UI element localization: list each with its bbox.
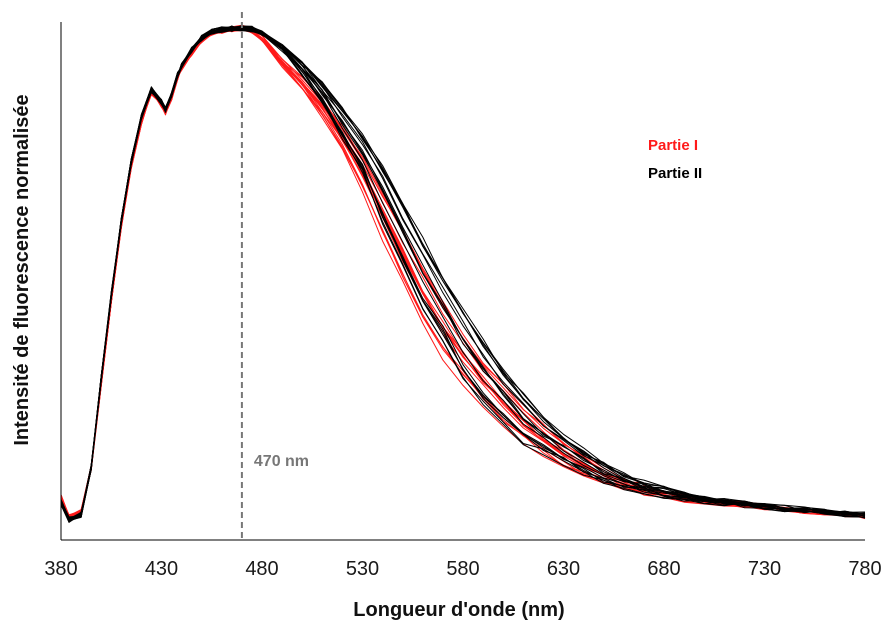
series-line-partie-ii-3 (60, 26, 866, 523)
series-line-partie-ii-4 (60, 26, 866, 518)
x-tick-label-780: 780 (848, 558, 881, 580)
series-line-partie-i-4 (60, 25, 866, 517)
series-line-partie-i-3 (60, 26, 866, 520)
series-line-partie-ii-7 (60, 25, 866, 522)
x-axis-title: Longueur d'onde (nm) (353, 599, 564, 621)
series-line-partie-i-14 (60, 27, 866, 518)
series-line-partie-ii-1 (60, 26, 866, 518)
series-line-partie-ii-15 (60, 26, 866, 519)
series-line-partie-i-5 (60, 29, 866, 519)
x-tick-label-480: 480 (245, 558, 278, 580)
series-line-partie-ii-5 (60, 25, 866, 523)
series-line-partie-ii-16 (60, 28, 865, 520)
series-line-partie-ii-2 (60, 26, 866, 521)
series-line-partie-ii-14 (60, 26, 866, 523)
series-line-partie-i-8 (60, 26, 866, 516)
series-line-partie-ii-13 (60, 26, 866, 520)
series-line-partie-ii-10 (60, 26, 866, 519)
x-tick-label-430: 430 (145, 558, 178, 580)
series-line-partie-i-7 (60, 27, 866, 518)
series-line-partie-ii-11 (60, 27, 866, 521)
series-line-partie-ii-9 (60, 25, 866, 521)
series-line-partie-ii-18 (60, 25, 866, 522)
curves-group (60, 24, 866, 523)
x-tick-label-730: 730 (748, 558, 781, 580)
x-tick-label-630: 630 (547, 558, 580, 580)
series-line-partie-i-11 (60, 27, 866, 518)
legend-item-partie-i: Partie I (648, 137, 698, 154)
legend: Partie I Partie II (648, 137, 702, 182)
series-line-partie-ii-12 (60, 27, 866, 521)
series-line-partie-ii-17 (60, 28, 866, 519)
series-line-partie-i-9 (60, 27, 866, 520)
series-line-partie-i-10 (60, 28, 866, 518)
legend-item-partie-ii: Partie II (648, 165, 702, 182)
series-line-partie-i-6 (60, 29, 866, 519)
series-line-partie-i-12 (60, 25, 866, 520)
x-tick-label-380: 380 (44, 558, 77, 580)
y-axis-title: Intensité de fluorescence normalisée (11, 94, 33, 445)
series-line-partie-i-2 (60, 24, 866, 521)
x-tick-label-580: 580 (446, 558, 479, 580)
x-tick-label-530: 530 (346, 558, 379, 580)
series-line-partie-ii-8 (60, 25, 866, 522)
series-line-partie-i-13 (60, 26, 866, 517)
x-tick-label-680: 680 (647, 558, 680, 580)
series-line-partie-i-1 (60, 27, 866, 520)
x-tick-group: 380 430 480 530 580 630 680 730 780 (44, 558, 881, 580)
series-line-partie-ii-6 (60, 25, 866, 520)
reference-line-label: 470 nm (254, 453, 309, 470)
